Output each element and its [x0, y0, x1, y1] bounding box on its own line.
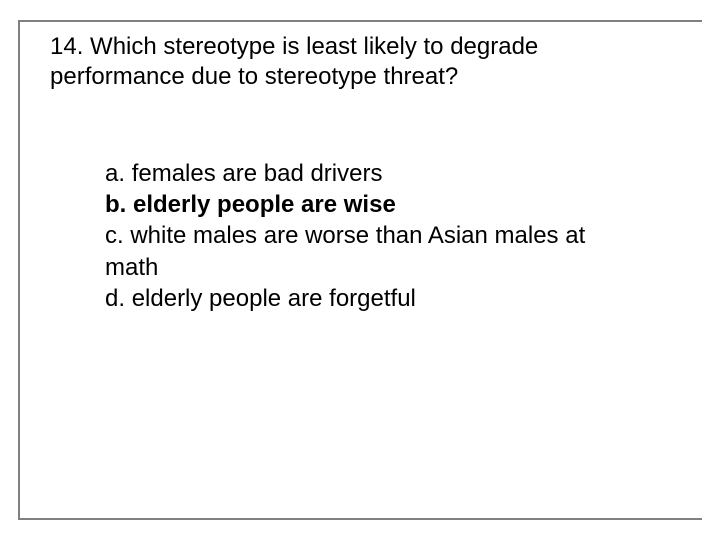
- option-a: a. females are bad drivers: [105, 158, 625, 189]
- question-number: 14.: [50, 33, 83, 60]
- option-d-text: elderly people are forgetful: [132, 285, 416, 312]
- option-c-text: white males are worse than Asian males a…: [105, 222, 585, 280]
- option-a-text: females are bad drivers: [132, 160, 383, 187]
- question-body: Which stereotype is least likely to degr…: [50, 33, 538, 90]
- option-b-letter: b.: [105, 191, 126, 218]
- options-block: a. females are bad drivers b. elderly pe…: [105, 158, 625, 314]
- question-text: 14. Which stereotype is least likely to …: [50, 32, 650, 92]
- option-b: b. elderly people are wise: [105, 189, 625, 220]
- option-c-letter: c.: [105, 222, 124, 249]
- option-d-letter: d.: [105, 285, 125, 312]
- question-block: 14. Which stereotype is least likely to …: [50, 32, 650, 98]
- option-c: c. white males are worse than Asian male…: [105, 220, 625, 282]
- option-d: d. elderly people are forgetful: [105, 283, 625, 314]
- option-b-text: elderly people are wise: [133, 191, 396, 218]
- option-a-letter: a.: [105, 160, 125, 187]
